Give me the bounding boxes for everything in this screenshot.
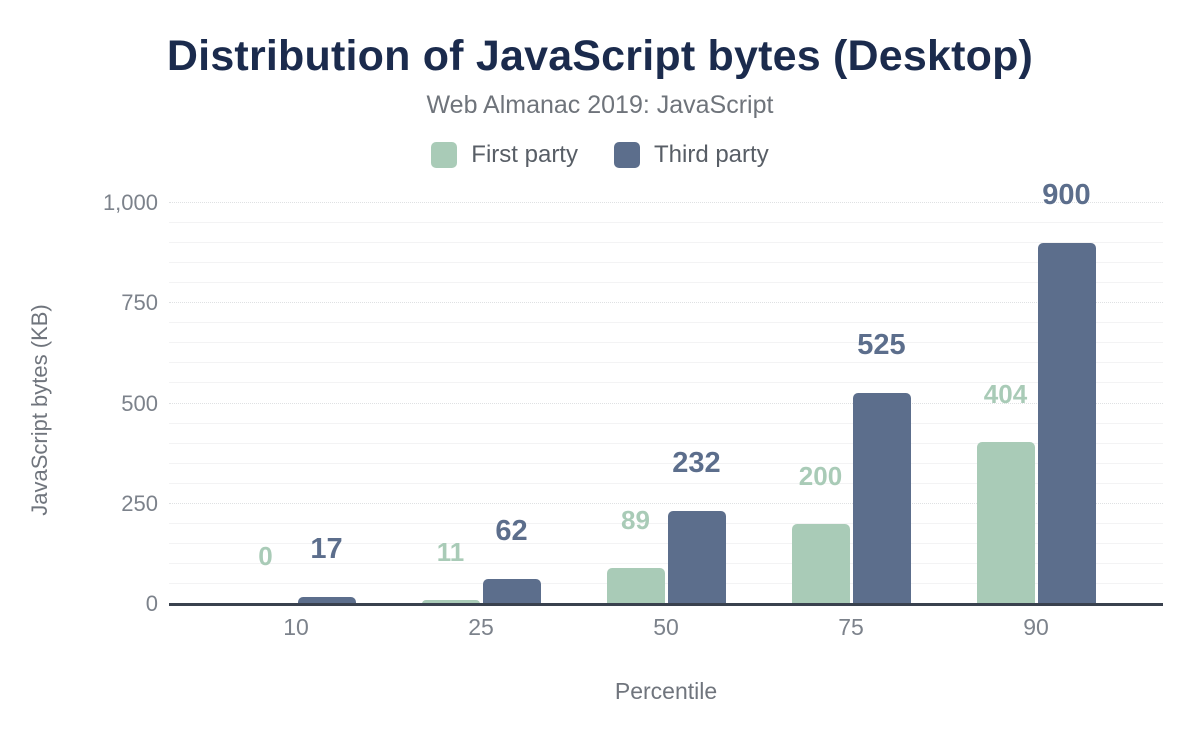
x-tick-label-10: 10	[283, 614, 309, 640]
minor-gridline-400	[169, 442, 1163, 444]
minor-gridline-700	[169, 322, 1163, 324]
minor-gridline-50	[169, 582, 1163, 584]
minor-gridline-900	[169, 242, 1163, 244]
minor-gridline-800	[169, 282, 1163, 284]
minor-gridline-200	[169, 522, 1163, 524]
value-label-third-party-p10: 17	[310, 533, 343, 566]
y-tick-label-250: 250	[121, 490, 158, 516]
value-label-third-party-p25: 62	[495, 515, 528, 548]
bar-third-party-p75	[852, 393, 911, 604]
minor-gridline-600	[169, 362, 1163, 364]
value-label-third-party-p90: 900	[1042, 179, 1091, 212]
legend-label-third-party: Third party	[653, 141, 769, 168]
minor-gridline-300	[169, 482, 1163, 484]
bar-first-party-p25	[421, 599, 480, 604]
y-tick-label-0: 0	[145, 591, 158, 616]
legend-item-third-party: Third party	[613, 141, 769, 169]
bar-third-party-p90	[1037, 243, 1096, 604]
value-label-first-party-p10: 0	[258, 541, 273, 571]
legend: First party Third party	[0, 140, 1200, 170]
minor-gridline-450	[169, 422, 1163, 424]
bar-first-party-p90	[976, 442, 1035, 604]
bar-first-party-p75	[791, 523, 850, 604]
y-tick-label-500: 500	[121, 390, 158, 416]
major-gridline-750	[169, 302, 1163, 304]
bar-first-party-p50	[606, 568, 665, 604]
x-tick-label-50: 50	[653, 614, 679, 640]
major-gridline-1000	[169, 202, 1163, 203]
minor-gridline-100	[169, 562, 1163, 564]
value-label-first-party-p25: 11	[436, 536, 465, 567]
legend-item-first-party: First party	[431, 141, 578, 169]
y-tick-label-750: 750	[121, 290, 158, 316]
minor-gridline-650	[169, 342, 1163, 344]
minor-gridline-350	[169, 462, 1163, 464]
major-gridline-250	[169, 502, 1163, 504]
minor-gridline-150	[169, 542, 1163, 544]
value-label-first-party-p90: 404	[983, 379, 1028, 409]
bar-third-party-p25	[482, 579, 541, 604]
value-label-first-party-p75: 200	[798, 460, 843, 491]
bar-third-party-p10	[297, 597, 356, 604]
value-label-third-party-p75: 525	[857, 329, 906, 362]
x-tick-label-75: 75	[838, 614, 864, 640]
minor-gridline-550	[169, 382, 1163, 384]
minor-gridline-850	[169, 262, 1163, 264]
third-party-swatch-icon	[613, 142, 640, 168]
bar-third-party-p50	[667, 510, 726, 604]
y-tick-label-1000: 1,000	[102, 190, 158, 215]
chart-subtitle: Web Almanac 2019: JavaScript	[426, 91, 774, 119]
value-label-first-party-p50: 89	[621, 505, 650, 536]
minor-gridline-950	[169, 222, 1163, 224]
first-party-swatch-icon	[431, 142, 458, 168]
x-axis-line	[169, 603, 1163, 606]
plot-area: 0 17 11 62 89 232 200 525 404 900	[169, 179, 1163, 604]
legend-label-first-party: First party	[471, 141, 578, 168]
x-tick-label-25: 25	[468, 614, 494, 640]
value-label-third-party-p50: 232	[672, 446, 721, 479]
page-title: Distribution of JavaScript bytes (Deskto…	[166, 32, 1034, 80]
major-gridline-500	[169, 402, 1163, 404]
x-tick-label-90: 90	[1023, 614, 1049, 640]
x-axis-title: Percentile	[614, 678, 718, 704]
